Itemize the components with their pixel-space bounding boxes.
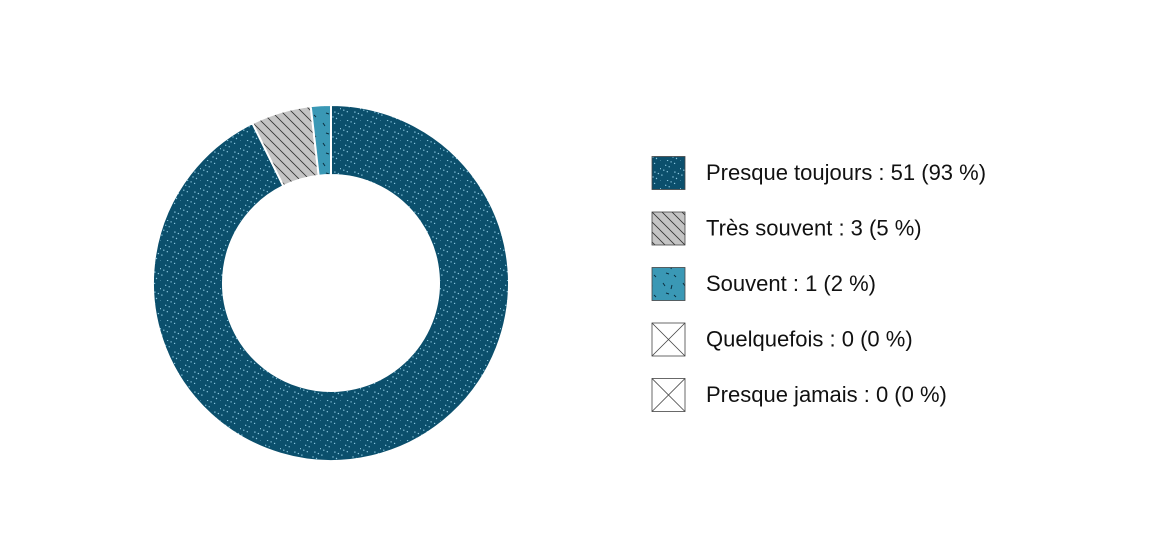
legend-swatch [651,156,686,190]
legend-label: Quelquefois : 0 (0 %) [706,326,913,351]
legend-swatch-cross [651,322,686,357]
legend-label: Presque toujours : 51 (93 %) [706,160,986,185]
legend-label: Très souvent : 3 (5 %) [706,215,922,240]
legend-label: Souvent : 1 (2 %) [706,271,876,296]
legend-swatch-cross [651,378,686,412]
donut-slice [152,103,510,462]
legend-label: Presque jamais : 0 (0 %) [706,382,947,407]
legend-swatch [651,267,686,301]
legend-swatch [651,211,686,246]
